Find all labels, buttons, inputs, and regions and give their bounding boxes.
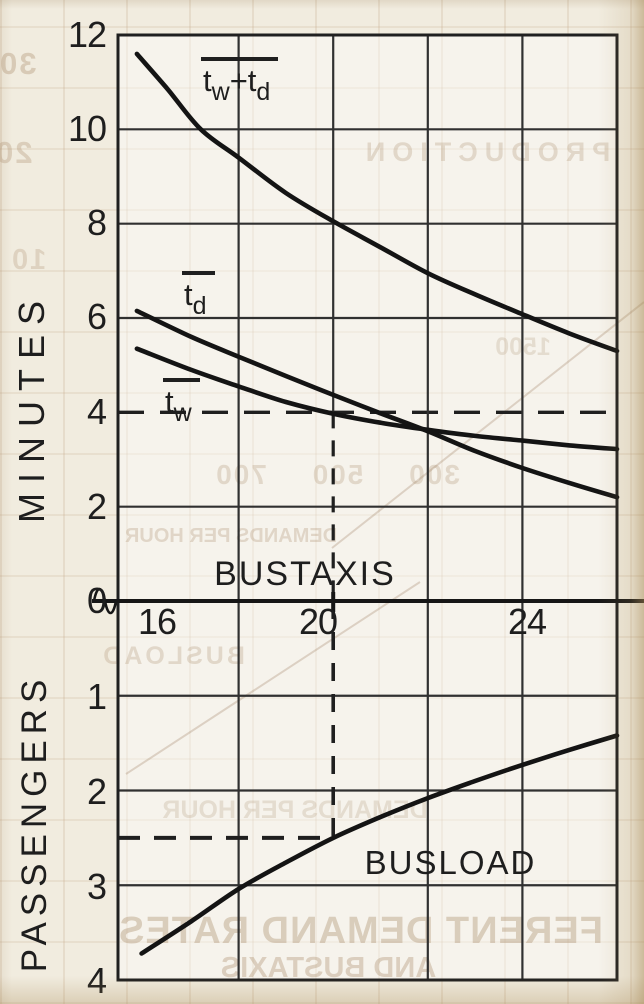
curve-td [134,308,620,500]
mean-bar: tw+td [201,57,279,107]
curve-title-busload: BUSLOAD [364,844,537,881]
y-tick-label-p4: 4 [86,960,107,1001]
axis-break-squiggle [92,587,118,615]
y-axis-title-passengers: PASSENGERS [15,673,54,973]
curve-label-td: td [182,271,215,321]
mean-bar: td [182,271,215,321]
curve-busload [139,733,620,956]
curve-tw [134,346,620,452]
y-tick-label-p3: 3 [86,866,107,907]
curve-label-tw: tw [163,378,200,428]
y-tick-label-0: 0 [86,580,107,621]
x-tick-label-24: 24 [507,601,547,642]
y-tick-label-p1: 1 [86,676,107,717]
y-axis-title-minutes: MINUTES [11,291,52,523]
x-tick-label-20: 20 [298,601,338,642]
ghost-diagonal [331,301,644,549]
y-tick-label-10: 10 [67,108,107,149]
x-axis-title-bustaxis: BUSTAXIS [214,555,396,593]
y-tick-label-6: 6 [86,296,107,337]
x-tick-label-16: 16 [137,601,177,642]
y-tick-label-12: 12 [67,14,107,55]
curve-label-tw-plus-td: tw+td [201,57,279,107]
mean-bar: tw [163,378,200,428]
y-tick-label-4: 4 [86,391,107,432]
curve-tw-plus-td [134,51,620,354]
y-tick-label-8: 8 [86,202,107,243]
y-tick-label-p2: 2 [86,771,107,812]
ghost-diagonal [125,581,421,775]
y-tick-label-2: 2 [86,486,107,527]
